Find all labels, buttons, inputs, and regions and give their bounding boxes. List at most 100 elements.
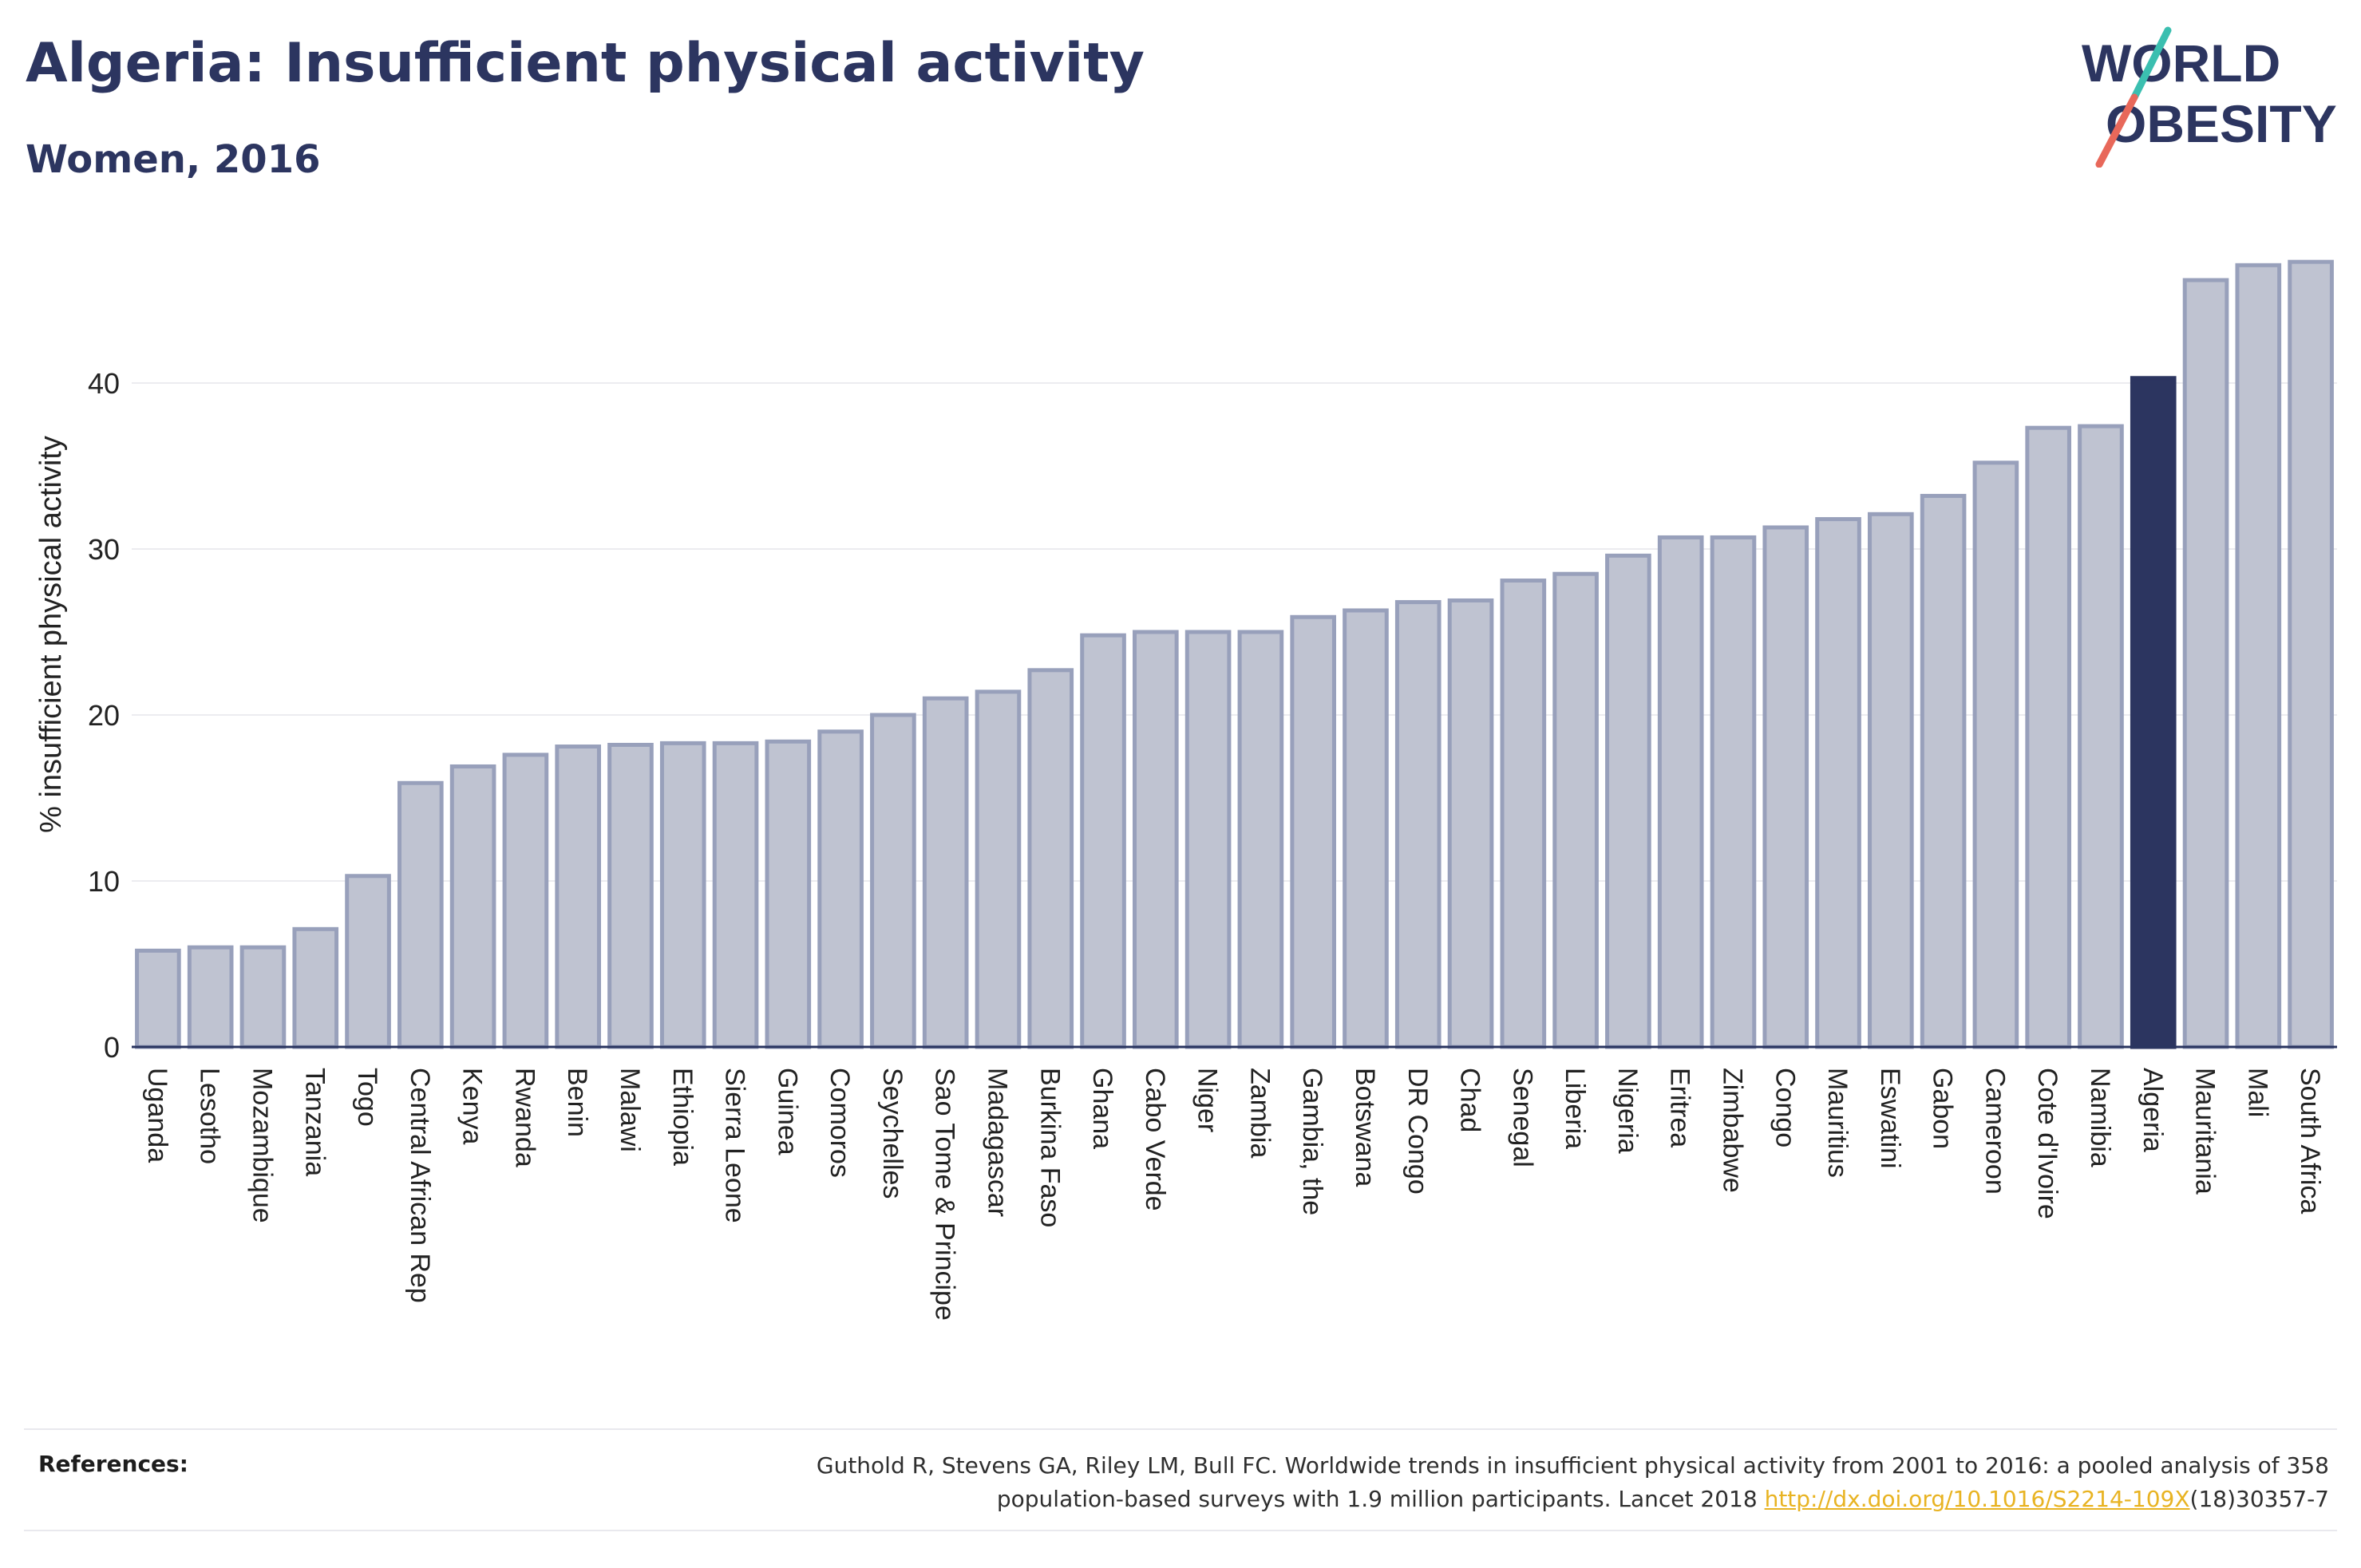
x-tick-label: Algeria (2138, 1068, 2168, 1152)
bar[interactable] (1920, 493, 1967, 1049)
bar[interactable] (975, 689, 1022, 1049)
bar[interactable] (1605, 553, 1651, 1049)
logo-stroke-teal (2130, 26, 2172, 101)
x-tick-label: Zambia (1244, 1068, 1275, 1158)
x-tick-label: Eswatini (1875, 1068, 1905, 1169)
x-tick-label: Mozambique (247, 1068, 277, 1223)
bar[interactable] (922, 696, 969, 1049)
x-tick-label: Zimbabwe (1717, 1068, 1747, 1193)
bar[interactable] (449, 764, 496, 1049)
bar[interactable] (135, 948, 181, 1049)
bar[interactable] (1343, 608, 1389, 1049)
references-footer: References: Guthold R, Stevens GA, Riley… (24, 1428, 2337, 1531)
logo-stroke-coral (2095, 93, 2138, 168)
x-tick-label: Eritrea (1665, 1068, 1695, 1147)
x-tick-label: Madagascar (982, 1068, 1012, 1217)
bar[interactable] (1552, 571, 1599, 1049)
bar[interactable] (1500, 579, 1547, 1049)
bar[interactable] (870, 713, 916, 1049)
y-tick-label: 10 (88, 865, 120, 898)
logo-word-obesity: OBESITY (2106, 94, 2337, 153)
bar[interactable] (1710, 535, 1757, 1049)
x-tick-label: Burkina Faso (1034, 1068, 1065, 1227)
y-axis-label: % insufficient physical activity (34, 436, 68, 833)
x-tick-label: Benin (562, 1068, 592, 1137)
bar[interactable] (1972, 460, 2019, 1049)
x-tick-label: Tanzania (299, 1068, 330, 1176)
bar[interactable] (345, 874, 391, 1049)
bar[interactable] (555, 745, 601, 1049)
references-text: Guthold R, Stevens GA, Riley LM, Bull FC… (493, 1449, 2329, 1516)
x-tick-label: Chad (1455, 1068, 1485, 1132)
x-tick-label: Nigeria (1612, 1068, 1643, 1154)
bar[interactable] (1868, 511, 1914, 1049)
bar[interactable] (2025, 425, 2071, 1049)
x-tick-label: Seychelles (877, 1068, 908, 1199)
x-tick-label: Namibia (2085, 1068, 2115, 1167)
x-tick-label: DR Congo (1402, 1068, 1433, 1195)
bar[interactable] (712, 741, 759, 1049)
y-tick-label: 20 (88, 699, 120, 732)
bar[interactable] (2235, 263, 2282, 1049)
bar[interactable] (1394, 600, 1442, 1049)
y-tick-label: 0 (104, 1031, 120, 1064)
x-tick-labels: Uganda Lesotho Mozambique Tanzania Togo Centr… (142, 1068, 2325, 1321)
bar[interactable] (187, 945, 234, 1049)
x-tick-label: Gabon (1928, 1068, 1958, 1149)
logo-word-world: WORLD (2082, 34, 2280, 93)
bar[interactable] (1815, 517, 1861, 1049)
x-tick-label: Botswana (1350, 1068, 1380, 1187)
reference-line-2-suffix: (18)30357-7 (2189, 1486, 2329, 1512)
bar[interactable] (607, 742, 654, 1049)
bar[interactable] (1133, 630, 1179, 1049)
gridlines (132, 382, 2337, 882)
x-tick-label: Ghana (1087, 1068, 1117, 1149)
x-tick-label: Central African Rep (405, 1068, 435, 1303)
bar[interactable] (765, 739, 812, 1049)
bar[interactable] (2078, 424, 2124, 1049)
y-tick-label: 40 (88, 367, 120, 400)
x-tick-label: Sierra Leone (720, 1068, 750, 1223)
x-tick-label: South Africa (2295, 1068, 2325, 1214)
reference-line-1: Guthold R, Stevens GA, Riley LM, Bull FC… (816, 1452, 2329, 1479)
bar[interactable] (1290, 614, 1336, 1049)
bar[interactable] (397, 780, 444, 1049)
x-tick-label: Niger (1192, 1068, 1223, 1132)
x-tick-label: Mauritius (1822, 1068, 1853, 1178)
bar[interactable] (1657, 535, 1704, 1049)
bar[interactable] (1184, 630, 1232, 1049)
x-tick-label: Uganda (142, 1068, 172, 1163)
reference-doi-link[interactable]: http://dx.doi.org/10.1016/S2214-109X (1764, 1486, 2190, 1512)
x-tick-label: Ethiopia (667, 1068, 698, 1166)
bar[interactable] (1762, 525, 1809, 1049)
bar[interactable] (1447, 598, 1494, 1049)
bar[interactable] (1027, 668, 1074, 1049)
x-tick-label: Mali (2242, 1068, 2272, 1117)
y-tick-label: 30 (88, 533, 120, 566)
bar[interactable] (659, 741, 706, 1049)
page-title: Algeria: Insufficient physical activity (26, 32, 1145, 95)
bar[interactable] (817, 729, 864, 1049)
bar-highlight[interactable] (2130, 376, 2177, 1049)
bar[interactable] (1080, 633, 1126, 1049)
x-tick-label: Mauritania (2190, 1068, 2221, 1195)
x-tick-label: Guinea (772, 1068, 802, 1155)
x-tick-label: Togo (352, 1068, 382, 1127)
y-tick-labels: 0 10 20 30 40 (88, 367, 120, 1064)
references-label: References: (38, 1451, 188, 1477)
x-tick-label: Gambia, the (1297, 1068, 1327, 1215)
x-tick-label: Congo (1770, 1068, 1800, 1147)
bar[interactable] (2288, 259, 2334, 1049)
x-tick-label: Cabo Verde (1140, 1068, 1170, 1211)
x-tick-label: Cameroon (1979, 1068, 2010, 1195)
bar[interactable] (1237, 630, 1284, 1049)
x-tick-label: Cote d'Ivoire (2032, 1068, 2062, 1219)
bar[interactable] (292, 926, 339, 1049)
world-obesity-logo: WORLD OBESITY (2082, 26, 2337, 168)
bar[interactable] (502, 752, 549, 1049)
bar[interactable] (2182, 278, 2229, 1049)
x-tick-label: Malawi (615, 1068, 645, 1152)
bar[interactable] (239, 945, 287, 1049)
page-subtitle: Women, 2016 (26, 137, 321, 182)
